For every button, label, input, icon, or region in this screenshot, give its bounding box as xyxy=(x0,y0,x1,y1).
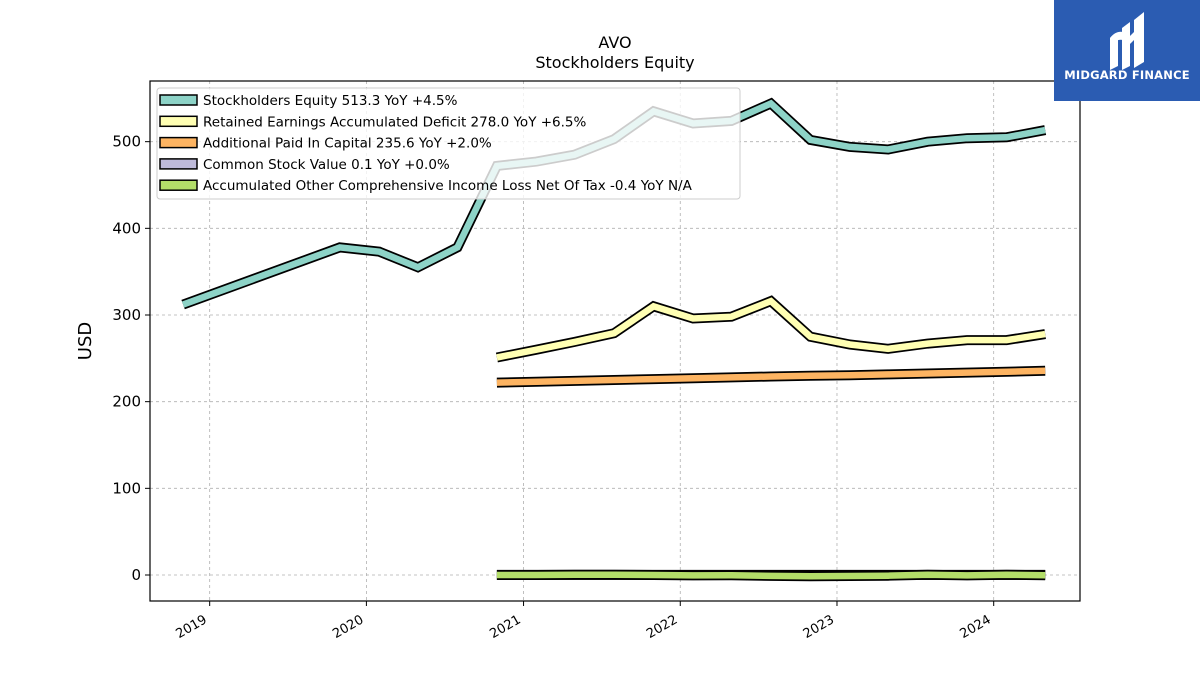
legend: Stockholders Equity 513.3 YoY +4.5% Retai… xyxy=(156,87,741,200)
legend-entry: Stockholders Equity 513.3 YoY +4.5% xyxy=(203,93,458,109)
logo-icon xyxy=(1110,12,1144,70)
x-tick-label: 2019 xyxy=(174,612,210,642)
x-tick-label: 2023 xyxy=(801,612,837,642)
series-line-outline xyxy=(495,295,1046,363)
x-tick-label: 2024 xyxy=(958,612,994,642)
y-tick-label: 400 xyxy=(112,219,141,237)
legend-entry: Common Stock Value 0.1 YoY +0.0% xyxy=(203,157,450,173)
series-line xyxy=(496,297,1046,361)
y-axis-label: USD xyxy=(75,322,96,360)
chart-subtitle: Stockholders Equity xyxy=(535,53,694,72)
series-line xyxy=(496,367,1046,386)
y-tick-label: 0 xyxy=(131,566,141,584)
y-tick-label: 500 xyxy=(112,133,141,151)
legend-swatch xyxy=(159,158,198,170)
legend-box xyxy=(156,87,741,200)
chart-title: AVO xyxy=(598,33,631,52)
brand-name: MIDGARD FINANCE xyxy=(1064,68,1190,82)
series-line xyxy=(496,571,1046,580)
legend-swatch xyxy=(159,115,198,128)
x-tick-label: 2022 xyxy=(644,612,680,642)
series-lines xyxy=(181,97,1047,582)
legend-swatch xyxy=(159,136,198,149)
y-axis: 0 100 200 300 400 500 xyxy=(112,133,150,584)
legend-entry: Retained Earnings Accumulated Deficit 27… xyxy=(203,114,587,130)
x-axis: 2019 2020 2021 2022 2023 2024 xyxy=(174,601,995,642)
y-tick-label: 200 xyxy=(112,393,141,411)
brand-logo: MIDGARD FINANCE xyxy=(1054,0,1200,101)
legend-swatch xyxy=(159,179,198,191)
x-tick-label: 2020 xyxy=(330,612,366,642)
legend-entry: Accumulated Other Comprehensive Income L… xyxy=(203,178,693,194)
legend-swatch xyxy=(159,94,198,106)
y-tick-label: 100 xyxy=(112,479,141,497)
plot-frame xyxy=(149,80,1081,602)
x-tick-label: 2021 xyxy=(487,612,523,642)
y-tick-label: 300 xyxy=(112,306,141,324)
legend-entry: Additional Paid In Capital 235.6 YoY +2.… xyxy=(203,136,492,152)
